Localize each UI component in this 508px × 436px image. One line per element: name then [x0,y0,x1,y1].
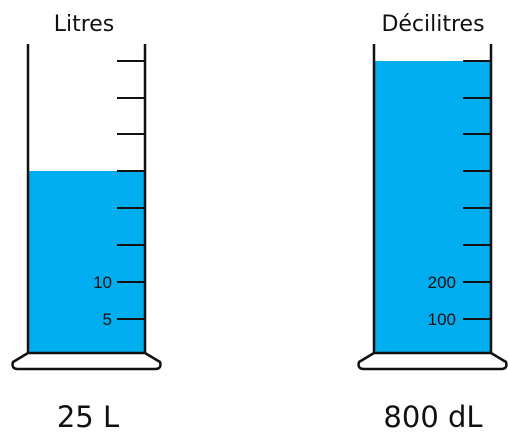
cylinder-decilitres-answer: 800 dL [383,400,482,434]
cylinder-decilitres: Décilitres 200 100 800 dL [357,12,508,434]
cylinder-litres-liquid [28,171,145,353]
cylinder-litres: Litres 10 5 25 L [11,12,162,434]
cylinder-decilitres-scale: 200 100 [428,60,491,329]
tick-label-100: 100 [428,310,456,329]
cylinder-decilitres-base [357,351,508,371]
tick-label-200: 200 [428,273,456,292]
cylinder-litres-base [11,351,162,371]
cylinder-litres-title: Litres [54,12,115,37]
cylinder-litres-answer: 25 L [57,400,119,434]
tick-label-5: 5 [103,310,112,329]
cylinder-decilitres-title: Décilitres [381,12,484,37]
cylinder-litres-scale: 10 5 [93,60,145,329]
tick-label-10: 10 [93,273,112,292]
